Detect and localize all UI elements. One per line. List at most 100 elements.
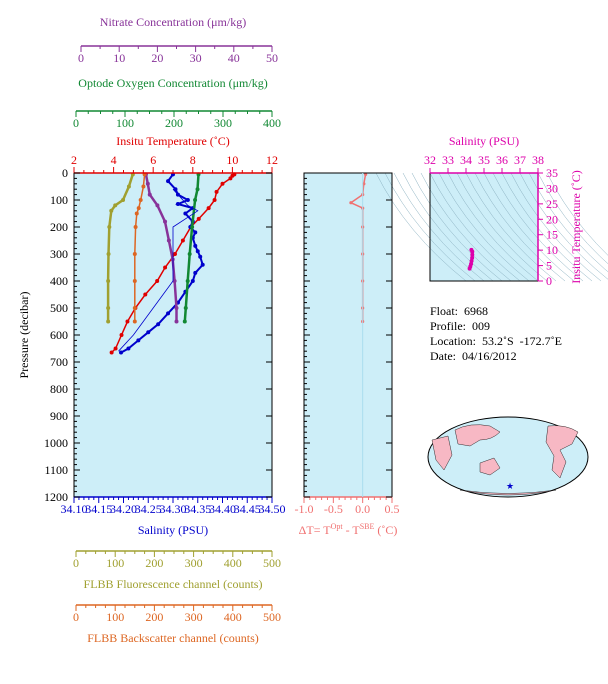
backscatter-point — [136, 206, 141, 211]
pressure-tick-label: 300 — [50, 247, 68, 261]
oxygen-point — [183, 306, 188, 310]
pressure-tick-label: 800 — [50, 382, 68, 396]
ts-ytick-label: 25 — [546, 197, 558, 211]
fluorescence-line — [106, 173, 134, 322]
nitrate-point — [166, 238, 171, 243]
fluorescence-tick-label: 500 — [263, 556, 281, 570]
backscatter-tick-label: 0 — [73, 610, 79, 624]
ts-density-contour — [519, 172, 608, 280]
fluorescence-point — [106, 319, 111, 324]
salinity-tick-label: 34.30 — [160, 502, 187, 516]
ts-point — [470, 249, 475, 254]
temperature-tick-label: 2 — [71, 153, 77, 167]
ts-density-contour — [420, 172, 512, 282]
float-location-marker: ★ — [506, 481, 514, 491]
salinity-tick-label: 34.45 — [234, 502, 261, 516]
salinity-point — [173, 187, 178, 192]
nitrate-tick-label: 40 — [228, 51, 240, 65]
ts-density-contour — [447, 172, 539, 282]
salinity-point — [126, 346, 131, 351]
oxygen-point — [190, 225, 195, 229]
backscatter-point — [138, 198, 143, 202]
salinity-point — [146, 330, 151, 335]
temperature-tick-label: 6 — [150, 153, 156, 167]
backscatter-point — [132, 306, 137, 310]
salinity-tick-label: 34.50 — [259, 502, 286, 516]
float-location: Location: 53.2˚S -172.7˚E — [430, 334, 562, 348]
backscatter-point — [132, 252, 137, 256]
backscatter-axis-title: FLBB Backscatter channel (counts) — [87, 631, 259, 645]
temperature-point — [212, 198, 217, 202]
delta-t-title-sup1: Opt — [331, 522, 344, 531]
ts-density-contour — [528, 172, 608, 273]
temperature-tick-label: 8 — [190, 153, 196, 167]
temperature-point — [180, 238, 185, 243]
pressure-tick-label: 0 — [62, 166, 68, 180]
nitrate-point — [145, 181, 150, 186]
backscatter-point — [133, 225, 138, 229]
ts-ytick-label: 30 — [546, 181, 558, 195]
temperature-tick-label: 12 — [266, 153, 278, 167]
delta-t-axis-title: ΔT= TOpt - TSBE (˚C) — [299, 522, 398, 537]
backscatter-tick-label: 100 — [106, 610, 124, 624]
fluorescence-tick-label: 300 — [185, 556, 203, 570]
delta-t-tick-label: -1.0 — [295, 502, 314, 516]
pressure-tick-label: 400 — [50, 274, 68, 288]
nitrate-tick-label: 20 — [151, 51, 163, 65]
nitrate-line — [144, 174, 178, 322]
temperature-point — [143, 292, 148, 297]
map-land-asia — [454, 424, 501, 447]
ts-xtick-label: 36 — [496, 153, 508, 167]
backscatter-point — [134, 211, 139, 216]
profile-date: Date: 04/16/2012 — [430, 349, 517, 363]
ts-ytick-label: 10 — [546, 243, 558, 257]
backscatter-tick-label: 300 — [185, 610, 203, 624]
fluorescence-tick-label: 200 — [145, 556, 163, 570]
oxygen-point — [185, 279, 190, 283]
backscatter-line — [134, 174, 146, 322]
oxygen-tick-label: 100 — [116, 116, 134, 130]
ts-density-contour — [546, 172, 608, 256]
ts-density-contour — [411, 172, 503, 282]
delta-t-tick-label: -0.5 — [324, 502, 343, 516]
fluorescence-point — [121, 198, 126, 202]
ts-xtick-label: 37 — [514, 153, 526, 167]
ts-xaxis-title: Salinity (PSU) — [449, 134, 519, 148]
ts-density-contour — [510, 172, 602, 282]
ts-density-contour — [474, 172, 566, 282]
main-plot-area — [74, 173, 272, 497]
ts-density-contour — [537, 172, 608, 265]
salinity-point — [185, 198, 190, 202]
delta-t-plot-area — [304, 173, 392, 497]
pressure-axis-title: Pressure (decibar) — [17, 292, 31, 379]
delta-t-tick-label: 0.0 — [355, 502, 370, 516]
ts-series — [467, 247, 475, 271]
ts-xtick-label: 34 — [460, 153, 472, 167]
map-land-australia — [479, 457, 501, 476]
temperature-point — [113, 346, 118, 351]
salinity-point — [183, 211, 188, 216]
nitrate-point — [155, 203, 160, 208]
ts-ytick-label: 15 — [546, 228, 558, 242]
ts-density-contour — [501, 172, 593, 282]
ts-density-contour — [402, 172, 494, 282]
fluorescence-point — [113, 203, 118, 208]
oxygen-tick-label: 400 — [263, 116, 281, 130]
salinity-point — [136, 338, 141, 343]
nitrate-point — [174, 306, 179, 310]
profile-number: Profile: 009 — [430, 319, 490, 333]
pressure-tick-label: 1200 — [44, 490, 68, 504]
temperature-point — [155, 279, 160, 283]
delta-t-point — [349, 201, 353, 205]
salinity-point — [175, 202, 180, 207]
salinity-tick-label: 34.20 — [110, 502, 137, 516]
salinity-point — [193, 243, 198, 248]
fluorescence-point — [106, 306, 111, 310]
fluorescence-point — [106, 252, 111, 256]
nitrate-tick-label: 50 — [266, 51, 278, 65]
temperature-point — [214, 189, 219, 194]
oxygen-point — [187, 252, 192, 256]
temperature-point — [172, 252, 177, 256]
oxygen-tick-label: 200 — [165, 116, 183, 130]
